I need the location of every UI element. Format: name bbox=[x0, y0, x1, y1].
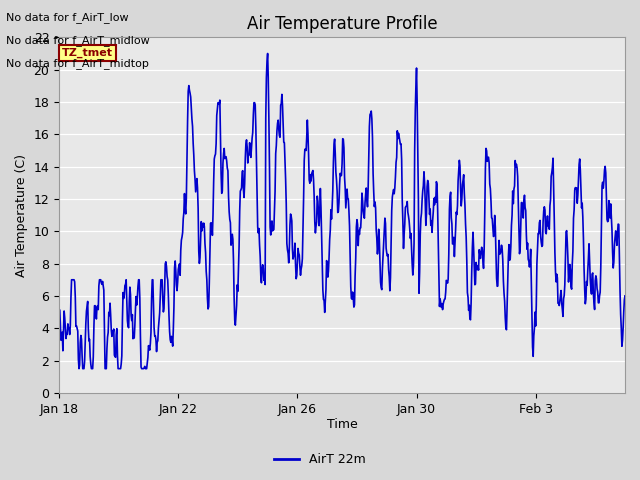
Text: No data for f_AirT_midlow: No data for f_AirT_midlow bbox=[6, 35, 150, 46]
X-axis label: Time: Time bbox=[326, 419, 358, 432]
Text: No data for f_AirT_midtop: No data for f_AirT_midtop bbox=[6, 58, 149, 69]
Y-axis label: Air Temperature (C): Air Temperature (C) bbox=[15, 154, 28, 276]
Text: TZ_tmet: TZ_tmet bbox=[62, 48, 113, 58]
Legend: AirT 22m: AirT 22m bbox=[269, 448, 371, 471]
Title: Air Temperature Profile: Air Temperature Profile bbox=[247, 15, 437, 33]
Text: No data for f_AirT_low: No data for f_AirT_low bbox=[6, 12, 129, 23]
